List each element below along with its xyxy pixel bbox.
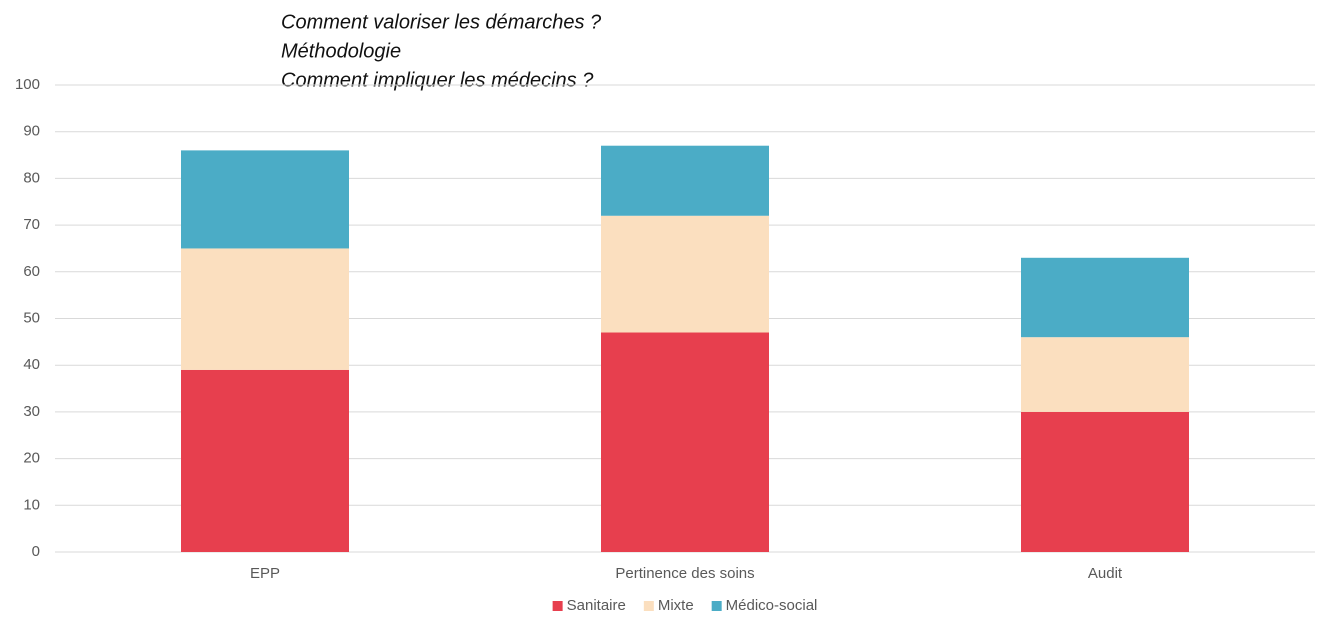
y-tick-label: 40 — [23, 356, 40, 373]
bar-segment — [1021, 337, 1189, 412]
bar-segment — [601, 215, 769, 333]
bar-segment — [181, 369, 349, 552]
x-tick-label: Pertinence des soins — [615, 565, 754, 582]
annotation: Comment valoriser les démarches ? — [281, 11, 602, 33]
y-tick-label: 90 — [23, 123, 40, 140]
annotation: Comment impliquer les médecins ? — [281, 69, 594, 91]
x-tick-label: Audit — [1088, 565, 1123, 582]
legend: Sanitaire Mixte Médico-social — [552, 597, 818, 614]
y-tick-label: 50 — [23, 309, 40, 326]
bar-segment — [181, 150, 349, 249]
y-tick-label: 20 — [23, 450, 40, 467]
legend-swatch — [552, 601, 563, 611]
y-tick-label: 60 — [23, 263, 40, 280]
annotation: Méthodologie — [281, 40, 401, 62]
legend-label: Médico-social — [726, 597, 818, 614]
legend-swatch — [711, 601, 722, 611]
legend-label: Sanitaire — [567, 597, 626, 614]
bar-segment — [601, 145, 769, 216]
bar-segment — [1021, 411, 1189, 552]
y-tick-label: 10 — [23, 496, 40, 513]
legend-label: Mixte — [658, 597, 694, 614]
y-tick-label: 0 — [32, 543, 40, 560]
bar-segment — [1021, 257, 1189, 338]
y-tick-label: 80 — [23, 169, 40, 186]
legend-swatch — [643, 601, 654, 611]
y-tick-label: 30 — [23, 403, 40, 420]
y-tick-label: 100 — [15, 76, 40, 93]
y-tick-label: 70 — [23, 216, 40, 233]
x-tick-label: EPP — [250, 565, 280, 582]
bar-segment — [601, 332, 769, 552]
bar-segment — [181, 248, 349, 370]
